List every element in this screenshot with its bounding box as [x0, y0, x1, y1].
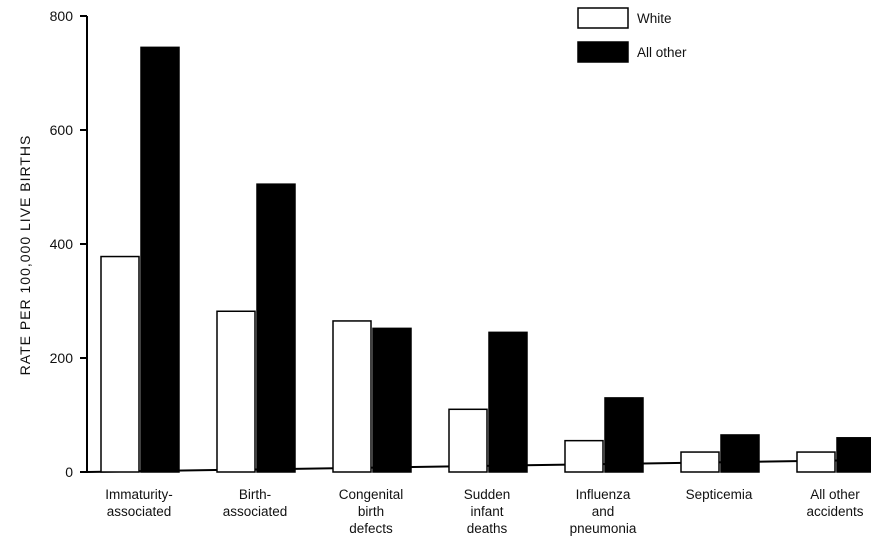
bar-white [796, 451, 836, 473]
y-tick-label: 600 [50, 122, 74, 138]
category-label-line: birth [358, 504, 384, 519]
bar-all-other [140, 46, 180, 473]
bar-all-other [604, 397, 644, 473]
category-label: Birth-associated [223, 487, 288, 519]
legend-label: All other [637, 45, 687, 60]
y-tick-label: 200 [50, 350, 74, 366]
category-label-line: Influenza [576, 487, 631, 502]
bar-white [564, 439, 604, 473]
bar-all-other [488, 331, 528, 473]
y-tick-label: 0 [65, 464, 73, 480]
category-label-line: Immaturity- [105, 487, 173, 502]
bar-all-other [256, 183, 296, 473]
category-label: Influenza and pneumonia [570, 487, 637, 536]
category-label: Septicemia [686, 487, 753, 502]
category-label-line: Birth- [239, 487, 271, 502]
y-axis-title: RATE PER 100,000 LIVE BIRTHS [17, 135, 33, 376]
category-label: Immaturity-associated [105, 487, 173, 519]
category-label-line: All other [810, 487, 860, 502]
legend: White All other [577, 7, 687, 63]
axes [86, 16, 871, 473]
bar-all-other [720, 434, 760, 473]
bar-white [100, 255, 140, 473]
bar-white [332, 320, 372, 473]
bar-white [216, 310, 256, 473]
y-tick-label: 400 [50, 236, 74, 252]
bar-all-other [836, 437, 871, 473]
category-label-line: associated [223, 504, 288, 519]
category-labels: Immaturity-associatedBirth-associatedCon… [105, 487, 864, 536]
bars [100, 46, 871, 473]
category-label-line: defects [349, 521, 393, 536]
category-label-line: infant [470, 504, 503, 519]
legend-label: White [637, 11, 672, 26]
legend-swatch [577, 41, 629, 63]
category-label: Congenital birth defects [339, 487, 404, 536]
category-label-line: Congenital [339, 487, 404, 502]
y-axis-ticks: 0 200 400 600 800 [50, 8, 87, 480]
category-label-line: Sudden [464, 487, 511, 502]
category-label-line: and [592, 504, 615, 519]
category-label: All other accidents [806, 487, 863, 519]
legend-swatch [577, 7, 629, 29]
bar-white [448, 408, 488, 473]
category-label-line: Septicemia [686, 487, 753, 502]
category-label-line: accidents [806, 504, 863, 519]
category-label-line: associated [107, 504, 172, 519]
category-label-line: pneumonia [570, 521, 637, 536]
bar-all-other [372, 327, 412, 473]
category-label-line: deaths [467, 521, 508, 536]
bar-white [680, 451, 720, 473]
category-label: Sudden infant deaths [464, 487, 511, 536]
y-tick-label: 800 [50, 8, 74, 24]
